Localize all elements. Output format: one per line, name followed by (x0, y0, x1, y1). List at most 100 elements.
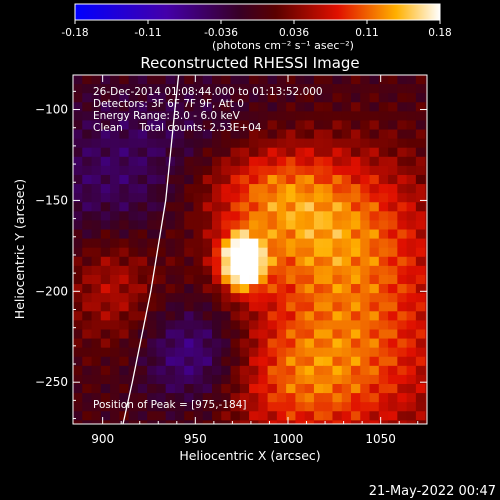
heatmap-cell (221, 247, 232, 258)
heatmap-cell (82, 356, 93, 367)
heatmap-cell (332, 274, 343, 285)
heatmap-cell (165, 284, 176, 294)
heatmap-cell (304, 420, 315, 424)
heatmap-cell (258, 138, 269, 149)
heatmap-cell (73, 147, 83, 158)
heatmap-cell (193, 93, 204, 103)
heatmap-cell (239, 193, 250, 203)
heatmap-cell (267, 302, 278, 312)
heatmap-cell (304, 347, 315, 358)
heatmap-cell (388, 265, 398, 276)
heatmap-cell (239, 156, 250, 167)
heatmap-cell (119, 247, 130, 258)
heatmap-cell (295, 347, 306, 358)
heatmap-cell (341, 193, 352, 203)
heatmap-cell (406, 138, 417, 149)
heatmap-cell (193, 120, 204, 131)
heatmap-cell (378, 329, 389, 340)
heatmap-cell (267, 156, 278, 167)
heatmap-cell (147, 184, 158, 194)
heatmap-cell (137, 265, 148, 276)
heatmap-cell (212, 75, 222, 85)
heatmap-cell (119, 293, 130, 303)
heatmap-cell (147, 202, 158, 212)
heatmap-cell (323, 102, 334, 112)
heatmap-cell (332, 111, 343, 122)
heatmap-cell (239, 202, 250, 212)
heatmap-cell (184, 338, 195, 349)
heatmap-cell (249, 84, 259, 94)
heatmap-cell (406, 202, 417, 212)
heatmap-cell (128, 256, 139, 267)
heatmap-cell (91, 256, 102, 267)
heatmap-cell (165, 347, 176, 358)
heatmap-cell (82, 220, 93, 231)
heatmap-cell (425, 393, 427, 403)
heatmap-cell (406, 393, 417, 403)
annotation-total-counts: Clean Total counts: 2.53E+04 (93, 122, 262, 134)
heatmap-cell (221, 129, 232, 140)
heatmap-cell (286, 174, 297, 185)
heatmap-cell (267, 202, 278, 212)
heatmap-cell (313, 302, 324, 312)
heatmap-cell (323, 338, 334, 349)
plot-frame (72, 74, 428, 425)
heatmap-cell (156, 202, 167, 212)
heatmap-cell (230, 193, 241, 203)
heatmap-cell (415, 347, 426, 358)
heatmap-cell (193, 365, 204, 376)
heatmap-cell (230, 420, 241, 424)
heatmap-cell (360, 129, 371, 140)
heatmap-cell (137, 84, 148, 94)
heatmap-cell (73, 293, 83, 303)
heatmap-cell (184, 293, 195, 303)
heatmap-cell (332, 311, 343, 321)
heatmap-cell (369, 311, 380, 321)
heatmap-cell (295, 211, 306, 222)
heatmap-cell (165, 320, 176, 331)
heatmap-cell (174, 147, 185, 158)
heatmap-cell (369, 320, 380, 331)
heatmap-cell (128, 156, 139, 167)
heatmap-cell (230, 220, 241, 231)
heatmap-cell (184, 220, 195, 231)
heatmap-cell (341, 384, 352, 394)
heatmap-cell (82, 393, 93, 403)
heatmap-cell (286, 329, 297, 340)
heatmap-cell (119, 165, 130, 176)
heatmap-cell (378, 338, 389, 349)
heatmap-cell (295, 302, 306, 312)
heatmap-cell (202, 129, 213, 140)
heatmap-cell (128, 93, 139, 103)
heatmap-cell (119, 75, 130, 85)
heatmap-cell (258, 193, 269, 203)
heatmap-cell (184, 265, 195, 276)
heatmap-cell (406, 165, 417, 176)
heatmap-cell (304, 338, 315, 349)
heatmap-cell (323, 374, 334, 385)
heatmap-cell (239, 284, 250, 294)
heatmap-cell (128, 420, 139, 424)
heatmap-cell (360, 120, 371, 131)
heatmap-cell (295, 411, 306, 421)
heatmap-cell (415, 147, 426, 158)
heatmap-cell (184, 138, 195, 149)
heatmap-cell (156, 338, 167, 349)
heatmap-cell (119, 402, 130, 412)
heatmap-cell (82, 274, 93, 285)
heatmap-cell (406, 256, 417, 267)
heatmap-cell (276, 211, 287, 222)
heatmap-cell (100, 165, 111, 176)
heatmap-cell (369, 156, 380, 167)
heatmap-cell (351, 265, 361, 276)
heatmap-cell (388, 274, 398, 285)
heatmap-cell (137, 374, 148, 385)
heatmap-cell (295, 129, 306, 140)
heatmap-cell (425, 311, 427, 321)
heatmap-cell (258, 211, 269, 222)
heatmap-cell (73, 393, 83, 403)
heatmap-cell (119, 238, 130, 249)
heatmap-cell (304, 402, 315, 412)
heatmap-cell (193, 129, 204, 140)
heatmap-cell (147, 256, 158, 267)
